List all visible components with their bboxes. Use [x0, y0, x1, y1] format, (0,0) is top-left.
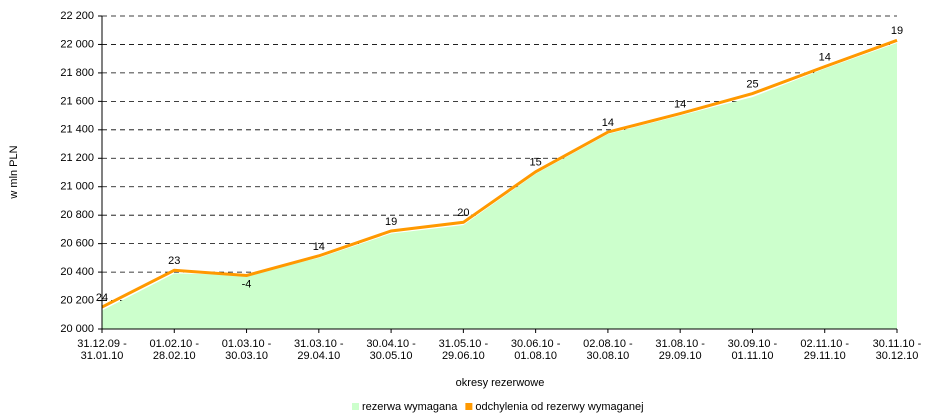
x-tick-label: 30.09.10 - — [728, 338, 778, 350]
data-label: 14 — [313, 241, 325, 253]
x-tick-label: 31.12.09 - — [77, 338, 127, 350]
data-label: 19 — [385, 216, 397, 228]
data-label: 14 — [602, 117, 614, 129]
x-tick-label: 02.08.10 - — [583, 338, 633, 350]
legend-swatch — [352, 403, 359, 410]
y-tick-label: 21 400 — [60, 124, 94, 136]
data-label: 25 — [746, 78, 758, 90]
legend-label: odchylenia od rezerwy wymaganej — [475, 401, 643, 413]
x-tick-label: 01.11.10 — [731, 350, 773, 362]
x-tick-label: 30.05.10 — [370, 350, 413, 362]
x-tick-label: 29.04.10 — [297, 350, 340, 362]
x-tick-label: 01.02.10 - — [149, 338, 199, 350]
y-tick-label: 21 600 — [60, 95, 94, 107]
data-label: 19 — [891, 25, 903, 37]
x-tick-label: 29.11.10 — [804, 350, 846, 362]
data-label: 23 — [168, 255, 180, 267]
x-tick-label: 31.08.10 - — [655, 338, 705, 350]
y-tick-label: 22 000 — [60, 38, 94, 50]
data-label: 14 — [674, 99, 686, 111]
data-label: -4 — [242, 278, 252, 290]
legend-label: rezerwa wymagana — [362, 401, 458, 413]
legend-swatch — [465, 403, 473, 410]
line — [101, 38, 898, 309]
x-tick-label: 30.08.10 — [586, 350, 629, 362]
x-tick-label: 30.04.10 - — [366, 338, 416, 350]
x-tick-label: 31.05.10 - — [439, 338, 489, 350]
x-tick-label: 01.03.10 - — [222, 338, 272, 350]
data-label: 15 — [530, 157, 542, 169]
y-tick-label: 20 400 — [60, 266, 94, 278]
y-axis-label: w mln PLN — [8, 145, 20, 199]
x-tick-label: 30.06.10 - — [511, 338, 561, 350]
x-tick-label: 01.08.10 — [514, 350, 557, 362]
x-tick-label: 31.01.10 — [81, 350, 124, 362]
x-tick-label: 30.03.10 — [225, 350, 268, 362]
y-tick-label: 22 200 — [60, 10, 94, 22]
x-axis-label: okresy rezerwowe — [456, 377, 545, 389]
y-tick-label: 21 200 — [60, 152, 94, 164]
x-tick-label: 28.02.10 — [153, 350, 196, 362]
y-tick-label: 21 800 — [60, 67, 94, 79]
area — [102, 43, 897, 329]
y-tick-label: 21 000 — [60, 181, 94, 193]
y-tick-label: 20 800 — [60, 209, 94, 221]
x-tick-label: 31.03.10 - — [294, 338, 344, 350]
y-tick-label: 20 600 — [60, 238, 94, 250]
data-label: 14 — [819, 52, 831, 64]
y-tick-label: 20 000 — [60, 323, 94, 335]
x-tick-label: 30.11.10 - — [873, 338, 922, 350]
x-tick-label: 02.11.10 - — [800, 338, 849, 350]
x-tick-label: 29.09.10 — [659, 350, 702, 362]
x-tick-label: 30.12.10 — [876, 350, 919, 362]
data-label: 20 — [457, 207, 469, 219]
x-tick-label: 29.06.10 — [442, 350, 485, 362]
y-tick-label: 20 200 — [60, 294, 94, 306]
